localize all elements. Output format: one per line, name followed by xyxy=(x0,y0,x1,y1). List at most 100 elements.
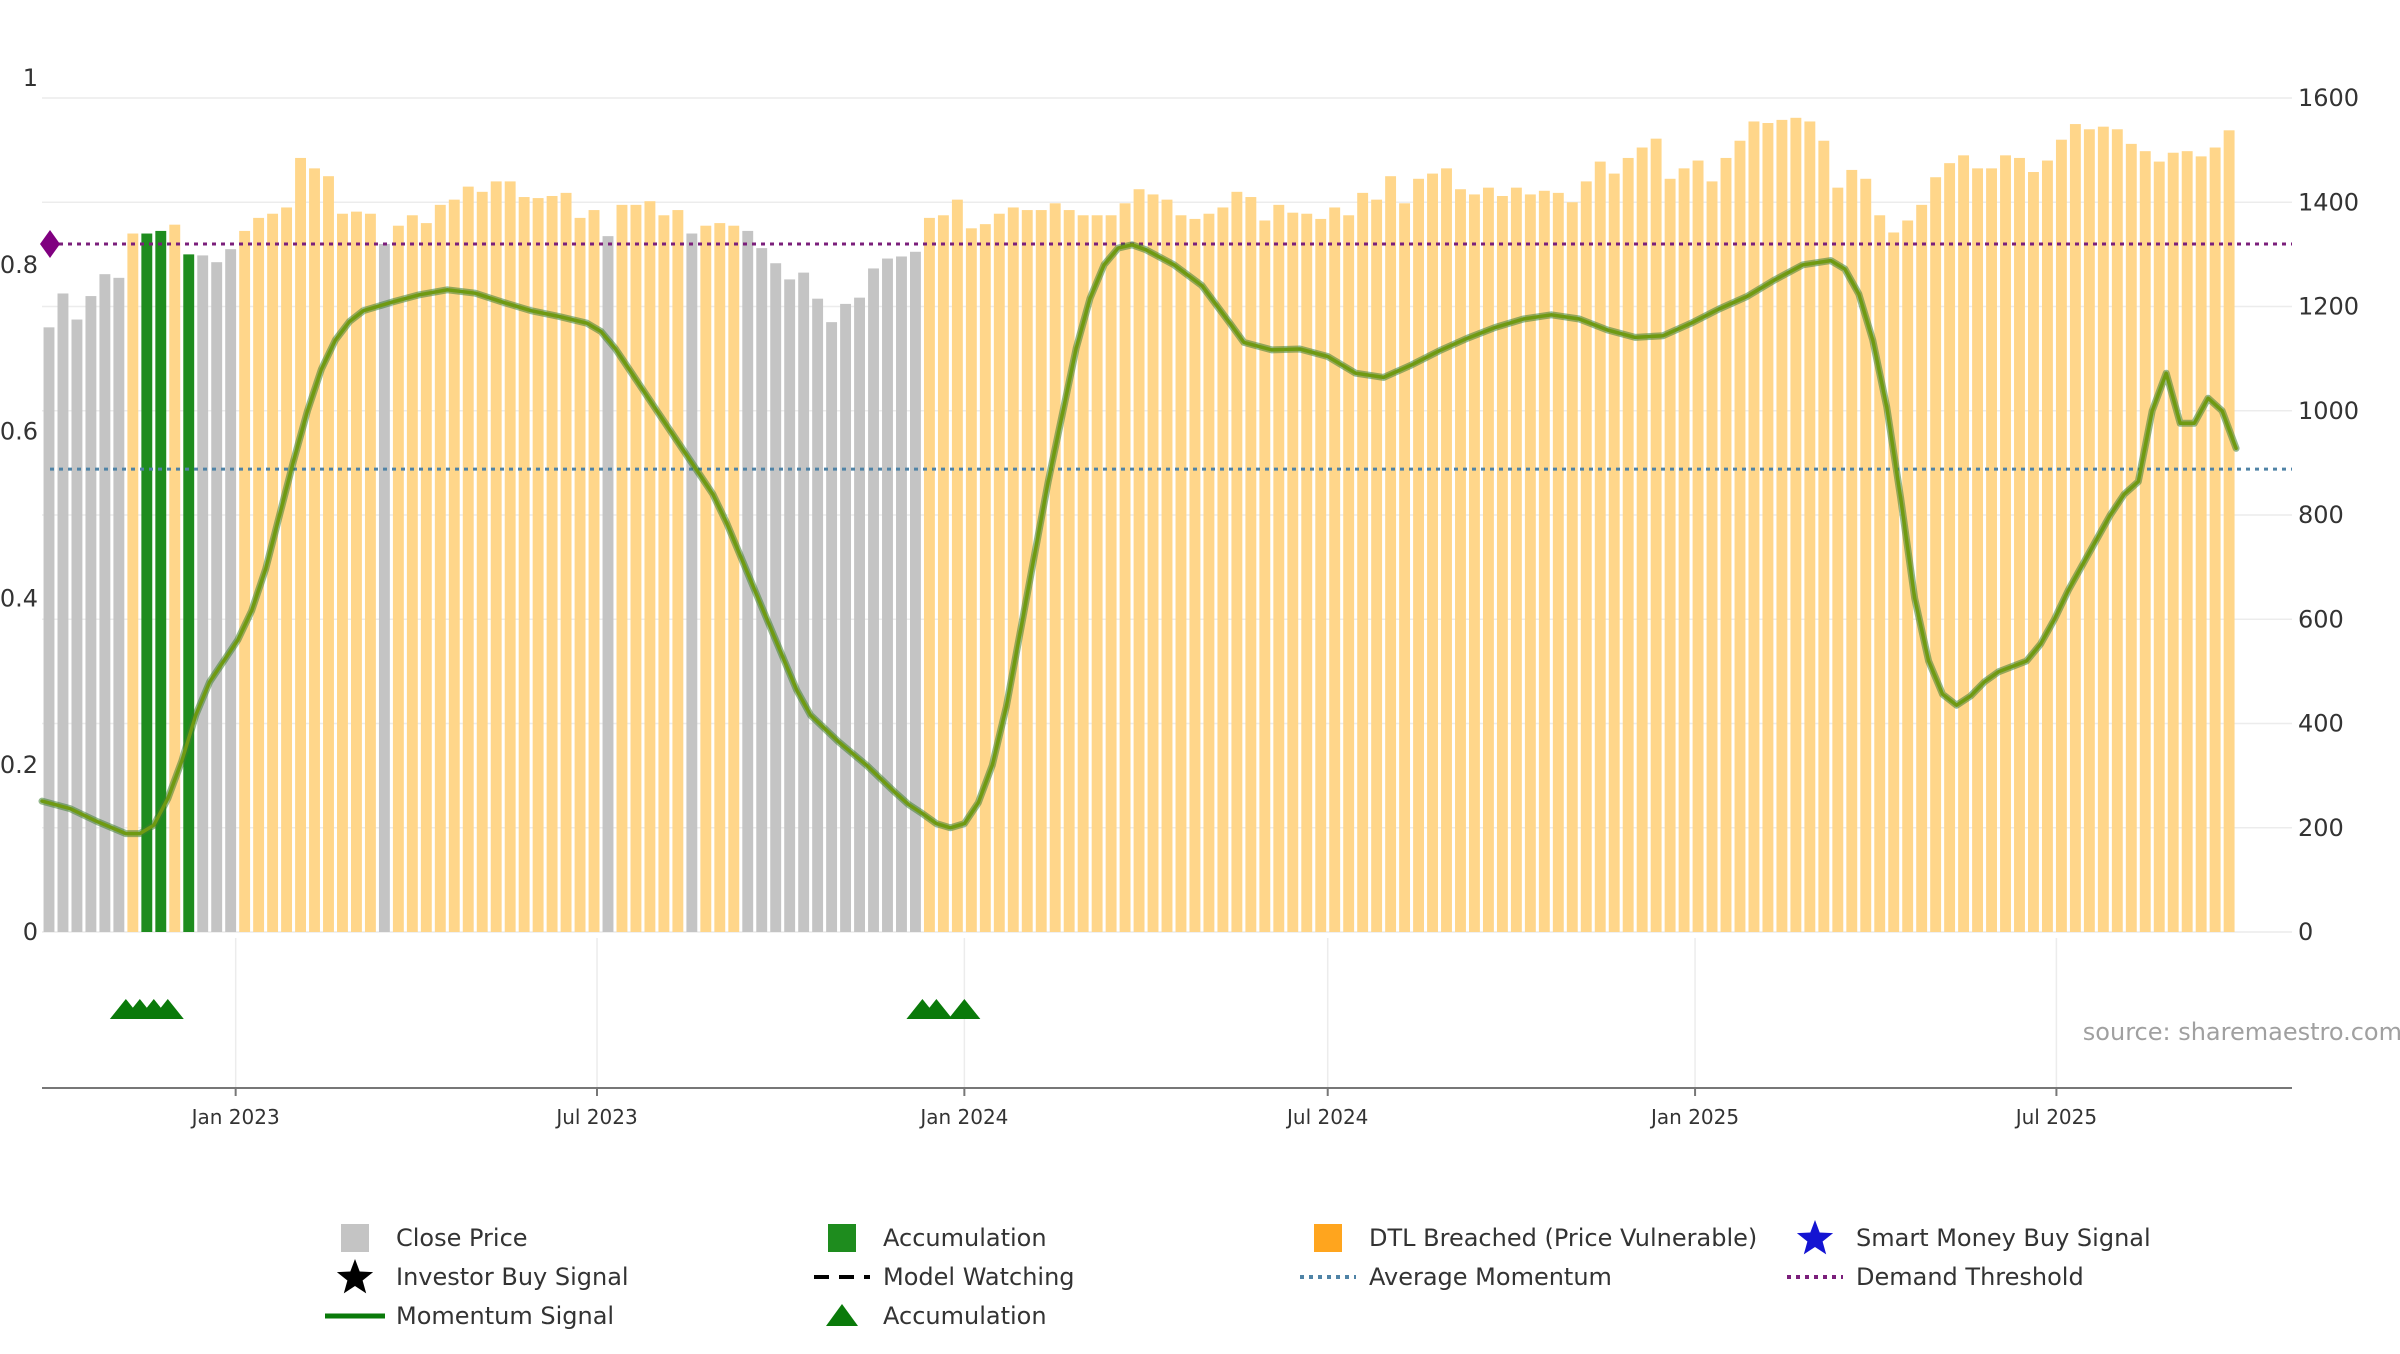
accumulation-triangle xyxy=(948,999,981,1019)
line-layer xyxy=(38,229,2292,838)
price-bar xyxy=(43,327,55,933)
price-bar xyxy=(658,215,670,932)
price-bar xyxy=(2153,161,2165,932)
legend-swatch-square xyxy=(341,1224,369,1252)
x-axis-tick-label: Jan 2023 xyxy=(190,1105,280,1129)
price-bar xyxy=(141,233,153,932)
price-bar xyxy=(1594,161,1606,932)
price-bar xyxy=(1804,121,1816,933)
price-bar xyxy=(434,204,446,932)
demand-threshold-marker xyxy=(40,229,60,258)
price-bar xyxy=(1748,121,1760,933)
price-bar xyxy=(392,225,404,933)
legend-item: Average Momentum xyxy=(1300,1263,1612,1291)
price-bar xyxy=(1077,215,1089,932)
price-bar xyxy=(2069,124,2081,932)
price-bar xyxy=(281,207,293,932)
legend-label: Model Watching xyxy=(883,1263,1075,1291)
legend-label: Close Price xyxy=(396,1224,528,1252)
price-bar xyxy=(2125,143,2137,932)
legend-swatch-square xyxy=(1314,1224,1342,1252)
price-bar xyxy=(295,157,306,933)
legend-star-icon xyxy=(336,1259,374,1294)
price-bar xyxy=(2111,129,2123,932)
price-bar xyxy=(239,230,251,932)
price-bar xyxy=(1441,168,1452,932)
price-bar xyxy=(1524,194,1536,932)
price-bar xyxy=(2028,172,2039,932)
price-bar xyxy=(1259,220,1271,932)
y-right-tick-label: 1200 xyxy=(2298,293,2359,321)
price-bar xyxy=(854,297,865,932)
price-bar xyxy=(532,198,544,932)
price-bar xyxy=(309,168,320,932)
legend-label: Accumulation xyxy=(883,1302,1047,1330)
price-bar xyxy=(350,211,362,932)
price-bar xyxy=(99,274,111,932)
accumulation-triangle xyxy=(151,999,184,1019)
price-bar xyxy=(1105,215,1117,932)
price-bar xyxy=(1343,215,1355,932)
accumulation-triangle xyxy=(920,999,953,1019)
price-bar xyxy=(798,272,810,932)
price-bar xyxy=(1482,187,1494,932)
price-bar xyxy=(1119,203,1131,933)
legend-label: Smart Money Buy Signal xyxy=(1856,1224,2151,1252)
price-bar xyxy=(2167,152,2179,932)
legend-label: Momentum Signal xyxy=(396,1302,614,1330)
price-bar xyxy=(1566,202,1578,932)
price-bar xyxy=(1091,215,1103,932)
price-bar xyxy=(868,268,879,933)
price-bar xyxy=(714,223,726,933)
y-right-tick-label: 200 xyxy=(2298,814,2344,842)
price-bar xyxy=(1427,173,1438,933)
price-bar xyxy=(1986,168,1997,932)
price-bar xyxy=(1818,140,1830,932)
price-bar xyxy=(267,213,279,932)
legend-swatch-square xyxy=(828,1224,856,1252)
price-bar xyxy=(686,233,698,932)
price-bar xyxy=(993,213,1005,932)
y-left-tick-label: 0.8 xyxy=(0,251,38,279)
price-bar xyxy=(211,262,223,933)
price-bar xyxy=(602,236,614,933)
price-bar xyxy=(1734,140,1746,932)
price-bar xyxy=(378,243,390,932)
bar-layer xyxy=(43,117,2235,933)
price-bar xyxy=(1049,203,1061,933)
price-bar xyxy=(1650,138,1662,933)
y-right-tick-label: 1000 xyxy=(2298,397,2359,425)
price-bar xyxy=(1357,192,1369,932)
y-right-tick-label: 1400 xyxy=(2298,188,2359,216)
price-bar xyxy=(1622,157,1634,933)
price-bar xyxy=(406,215,418,932)
price-bar xyxy=(1608,173,1620,933)
y-left-tick-label: 1 xyxy=(23,64,38,92)
price-bar xyxy=(197,255,209,933)
y-right-tick-label: 0 xyxy=(2298,918,2313,946)
y-left-tick-label: 0 xyxy=(23,918,38,946)
price-bar xyxy=(574,217,586,932)
legend-star-icon xyxy=(1796,1220,1834,1255)
price-bar xyxy=(2000,155,2011,932)
price-bar xyxy=(1552,192,1564,932)
price-bar xyxy=(1496,195,1508,932)
price-bar xyxy=(2014,157,2025,933)
price-bar xyxy=(1329,207,1341,932)
price-bar xyxy=(1063,210,1075,933)
price-bar xyxy=(1580,181,1592,932)
legend-item: Smart Money Buy Signal xyxy=(1796,1220,2151,1255)
price-bar xyxy=(1762,123,1774,932)
price-bar xyxy=(1371,199,1383,933)
price-bar xyxy=(937,215,949,932)
price-bar xyxy=(1832,187,1844,932)
price-bar xyxy=(630,204,642,932)
price-bar xyxy=(1413,178,1425,932)
price-bar xyxy=(1636,147,1648,933)
price-bar xyxy=(1888,232,1900,933)
legend-label: DTL Breached (Price Vulnerable) xyxy=(1369,1224,1757,1252)
x-axis-tick-label: Jan 2025 xyxy=(1649,1105,1739,1129)
legend-item: Demand Threshold xyxy=(1787,1263,2084,1291)
price-bar xyxy=(1538,190,1550,933)
